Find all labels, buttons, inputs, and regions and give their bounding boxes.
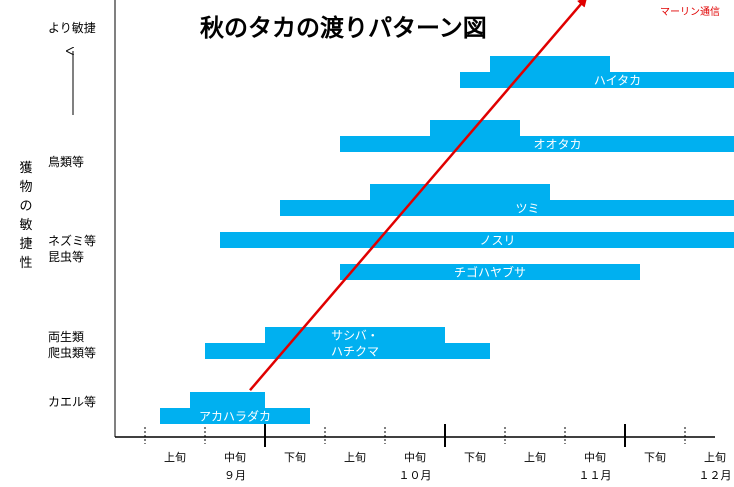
y-top-label: より敏捷 (48, 20, 96, 35)
x-month-label: １２月 (699, 469, 732, 482)
x-tick-label: 下旬 (644, 451, 666, 464)
x-tick-label: 中旬 (224, 451, 246, 464)
x-tick-label: 上旬 (524, 451, 546, 464)
bar-segment (160, 408, 310, 424)
x-tick-label: 中旬 (584, 451, 606, 464)
series-label: サシバ・ (331, 329, 379, 343)
y-category-label: 昆虫等 (48, 250, 84, 264)
ticks-layer (144, 424, 686, 447)
trend-arrow (249, 0, 588, 392)
x-month-label: ９月 (224, 469, 246, 482)
y-category-label: 両生類 (48, 330, 84, 344)
bar-segment (490, 56, 610, 72)
bar-segment (265, 327, 445, 343)
chart-title: 秋のタカの渡りパターン図 (200, 14, 487, 42)
series-label: チゴハヤブサ (454, 265, 526, 280)
y-axis-title: 獲物の敏捷性 (19, 161, 32, 271)
y-category-label: ネズミ等 (48, 233, 96, 248)
x-tick-label: 上旬 (704, 451, 726, 464)
bar-segment (205, 343, 490, 359)
y-axis-title-text: 獲物の敏捷性 (19, 161, 32, 271)
bar-segment (280, 200, 734, 216)
x-tick-label: 中旬 (404, 451, 426, 464)
bar-segment (340, 264, 640, 280)
bar-segment (190, 392, 265, 408)
series-label: ツミ (515, 202, 539, 216)
x-month-label: １０月 (399, 469, 432, 482)
y-category-label: 爬虫類等 (48, 346, 96, 360)
series-label: アカハラダカ (199, 409, 271, 424)
x-month-label: １１月 (579, 469, 612, 482)
bar-segment (370, 184, 550, 200)
bar-segment (460, 72, 734, 88)
watermark-label: マーリン通信 (660, 6, 720, 18)
series-label: ノスリ (479, 234, 515, 248)
bar-segment (220, 232, 734, 248)
x-tick-label: 下旬 (464, 451, 486, 464)
series-label: ハイタカ (594, 74, 641, 88)
bar-segment (340, 136, 734, 152)
y-category-label: カエル等 (48, 395, 96, 409)
x-tick-label: 上旬 (164, 451, 186, 464)
series-label: ハチクマ (331, 345, 379, 359)
x-tick-labels: 上旬 中旬 下旬 上旬 中旬 下旬 上旬 中旬 下旬 上旬 ９月 １０月 １１月 １２月 (164, 451, 732, 482)
x-tick-label: 下旬 (284, 451, 306, 464)
y-category-label: 鳥類等 (48, 154, 84, 169)
series-label: オオタカ (533, 138, 581, 152)
x-tick-label: 上旬 (344, 451, 366, 464)
